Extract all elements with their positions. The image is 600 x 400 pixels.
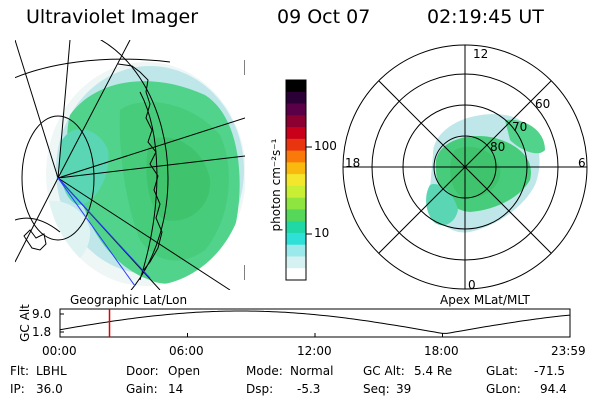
mode-label: Mode: bbox=[246, 364, 283, 378]
colorbar bbox=[285, 79, 312, 281]
door-label: Door: bbox=[126, 364, 159, 378]
gcalt-value: 5.4 Re bbox=[414, 364, 453, 378]
colorbar-cell bbox=[286, 197, 306, 210]
glon-label: GLon: bbox=[486, 382, 521, 396]
colorbar-cell bbox=[286, 115, 306, 128]
colorbar-cell bbox=[286, 127, 306, 140]
colorbar-cell bbox=[286, 232, 306, 246]
xtick-0000: 00:00 bbox=[42, 344, 77, 358]
glat-label: GLat: bbox=[486, 364, 519, 378]
seq-label: Seq: bbox=[363, 382, 390, 396]
filter-value: LBHL bbox=[36, 364, 67, 378]
altitude-ytick-top: 9.0 bbox=[32, 307, 52, 321]
glon-value: 94.4 bbox=[540, 382, 567, 396]
polar-image-panel bbox=[342, 44, 588, 290]
colorbar-cell bbox=[286, 150, 306, 163]
colorbar-cell bbox=[286, 221, 306, 234]
apex-caption: Apex MLat/MLT bbox=[440, 293, 530, 307]
colorbar-cell bbox=[286, 91, 306, 105]
xtick-1200: 12:00 bbox=[297, 344, 332, 358]
colorbar-cell bbox=[286, 268, 306, 281]
gcalt-label: GC Alt: bbox=[363, 364, 405, 378]
lat-label-60: 60 bbox=[535, 97, 551, 111]
colorbar-cell bbox=[286, 256, 306, 269]
colorbar-tick-10: 10 bbox=[314, 226, 330, 240]
colorbar-unit-label: photon cm⁻²s⁻¹ bbox=[269, 138, 283, 232]
colorbar-cell bbox=[286, 162, 306, 175]
altitude-ytick-bottom: 1.8 bbox=[32, 325, 52, 339]
time-label: 02:19:45 UT bbox=[427, 6, 544, 28]
xtick-1800: 18:00 bbox=[424, 344, 459, 358]
instrument-title: Ultraviolet Imager bbox=[26, 6, 199, 28]
gain-label: Gain: bbox=[126, 382, 158, 396]
colorbar-cell bbox=[286, 244, 306, 257]
date-label: 09 Oct 07 bbox=[277, 6, 371, 28]
lat-label-80: 80 bbox=[490, 140, 506, 154]
ip-value: 36.0 bbox=[36, 382, 63, 396]
mlt-label-6: 6 bbox=[578, 156, 586, 170]
mlt-label-18: 18 bbox=[345, 156, 361, 170]
altitude-ylabel: GC Alt bbox=[18, 304, 32, 342]
dsp-label: Dsp: bbox=[246, 382, 274, 396]
glat-value: -71.5 bbox=[534, 364, 566, 378]
geographic-image-panel bbox=[15, 40, 245, 290]
xtick-0600: 06:00 bbox=[169, 344, 204, 358]
colorbar-cell bbox=[286, 138, 306, 152]
altitude-plot bbox=[59, 308, 571, 338]
colorbar-cell bbox=[286, 209, 306, 222]
colorbar-cell bbox=[286, 80, 306, 93]
colorbar-tick-100: 100 bbox=[314, 139, 337, 153]
gain-value: 14 bbox=[168, 382, 184, 396]
colorbar-cell bbox=[286, 103, 306, 116]
seq-value: 39 bbox=[396, 382, 412, 396]
geographic-caption: Geographic Lat/Lon bbox=[70, 293, 188, 307]
ip-label: IP: bbox=[10, 382, 25, 396]
filter-label: Flt: bbox=[10, 364, 29, 378]
mlt-label-12: 12 bbox=[473, 47, 489, 61]
mode-value: Normal bbox=[290, 364, 334, 378]
lat-label-70: 70 bbox=[512, 120, 528, 134]
dsp-value: -5.3 bbox=[297, 382, 321, 396]
xtick-2359: 23:59 bbox=[551, 344, 586, 358]
colorbar-cell bbox=[286, 185, 306, 199]
colorbar-cell bbox=[286, 174, 306, 187]
mlt-label-0: 0 bbox=[468, 278, 476, 292]
door-value: Open bbox=[168, 364, 201, 378]
